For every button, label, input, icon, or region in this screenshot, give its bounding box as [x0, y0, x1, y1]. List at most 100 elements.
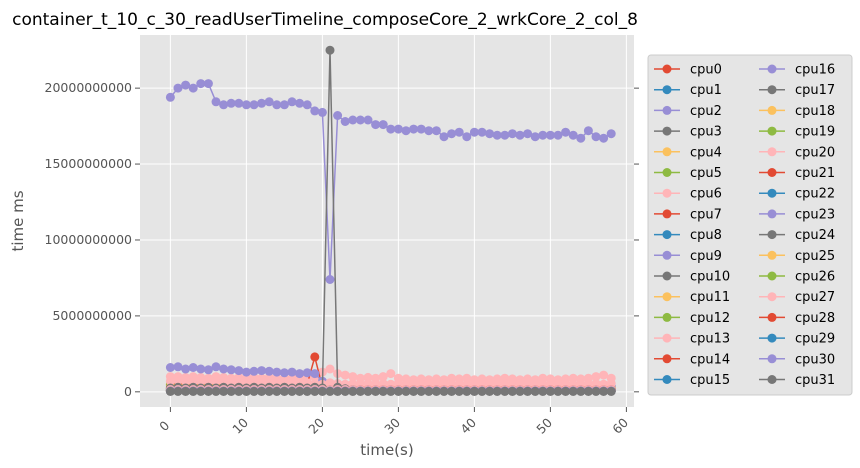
data-point: [424, 386, 434, 396]
legend-item-cpu22: cpu22: [759, 187, 835, 202]
y-tick-label: 5000000000: [52, 308, 132, 323]
legend-swatch-marker: [662, 375, 672, 384]
data-point: [416, 124, 426, 134]
data-point: [591, 386, 601, 396]
legend-swatch-marker: [662, 147, 672, 157]
data-point: [211, 362, 221, 372]
legend-label: cpu5: [690, 166, 722, 181]
legend-item-cpu9: cpu9: [654, 249, 722, 264]
y-axis-label: time ms: [9, 190, 27, 251]
data-point: [219, 386, 229, 396]
legend: cpu0 cpu1 cpu2 cpu3 cpu4 cpu5 cpu6 cpu7 cpu8 cpu9…: [647, 54, 853, 396]
data-point: [561, 127, 571, 137]
x-tick-label: 10: [229, 415, 251, 437]
data-point: [348, 386, 358, 396]
legend-label: cpu0: [690, 63, 722, 78]
data-point: [378, 120, 388, 130]
x-axis: 0 10 20 30 40 50 60: [156, 407, 631, 437]
legend-swatch-marker: [662, 292, 672, 302]
legend-item-cpu15: cpu15: [654, 373, 730, 388]
data-point: [477, 127, 487, 137]
data-point: [325, 386, 335, 396]
legend-swatch-marker: [767, 375, 777, 384]
data-point: [568, 130, 578, 140]
data-point: [599, 386, 609, 396]
data-point: [226, 98, 236, 108]
legend-item-cpu14: cpu14: [654, 352, 730, 367]
data-point: [454, 386, 464, 396]
data-point: [416, 386, 426, 396]
legend-label: cpu19: [795, 125, 835, 140]
data-point: [249, 386, 259, 396]
data-point: [196, 79, 206, 89]
data-point: [500, 130, 510, 140]
data-point: [409, 124, 419, 134]
legend-label: cpu22: [795, 187, 835, 202]
data-point: [340, 117, 350, 126]
data-point: [241, 367, 251, 377]
data-point: [348, 372, 358, 382]
data-point: [287, 97, 297, 107]
y-axis: 0 5000000000 10000000000 15000000000 2000000…: [45, 80, 140, 399]
data-point: [386, 386, 396, 396]
legend-item-cpu0: cpu0: [654, 63, 722, 78]
x-tick-label: 40: [457, 415, 479, 437]
data-point: [500, 386, 510, 396]
data-point: [371, 120, 381, 130]
data-point: [325, 275, 335, 284]
legend-label: cpu29: [795, 332, 835, 347]
data-point: [226, 365, 236, 375]
data-point: [492, 130, 502, 140]
legend-label: cpu31: [795, 373, 835, 388]
data-point: [523, 129, 533, 139]
data-point: [181, 376, 191, 386]
legend-label: cpu17: [795, 83, 835, 98]
legend-label: cpu13: [690, 332, 730, 347]
data-point: [492, 386, 502, 396]
legend-item-cpu2: cpu2: [654, 104, 722, 119]
data-point: [576, 133, 586, 143]
legend-label: cpu11: [690, 290, 730, 305]
legend-label: cpu20: [795, 145, 835, 160]
data-point: [439, 386, 449, 396]
data-point: [378, 372, 388, 382]
data-point: [485, 386, 495, 396]
legend-item-cpu29: cpu29: [759, 332, 835, 347]
legend-swatch-marker: [767, 354, 777, 364]
legend-item-cpu6: cpu6: [654, 187, 722, 202]
legend-swatch-marker: [767, 333, 777, 343]
data-point: [234, 98, 244, 108]
data-point: [188, 83, 198, 93]
data-point: [310, 106, 320, 116]
data-point: [599, 370, 609, 380]
data-point: [295, 369, 305, 379]
data-point: [393, 124, 403, 134]
legend-item-cpu25: cpu25: [759, 249, 835, 264]
data-point: [545, 386, 555, 396]
data-point: [363, 115, 373, 125]
legend-swatch-marker: [767, 85, 777, 95]
legend-item-cpu10: cpu10: [654, 270, 730, 285]
legend-label: cpu9: [690, 249, 722, 264]
data-point: [606, 386, 616, 396]
legend-swatch-marker: [662, 250, 672, 260]
data-point: [264, 366, 274, 376]
legend-label: cpu3: [690, 125, 722, 140]
series-cpu31: [165, 386, 616, 396]
data-point: [507, 129, 517, 139]
data-point: [523, 386, 533, 396]
data-point: [196, 386, 206, 396]
x-tick-label: 20: [305, 415, 327, 437]
legend-label: cpu12: [690, 311, 730, 326]
data-point: [553, 386, 563, 396]
data-point: [386, 124, 396, 134]
data-point: [553, 130, 563, 140]
legend-swatch-marker: [662, 312, 672, 322]
data-point: [462, 386, 472, 396]
legend-label: cpu7: [690, 207, 722, 222]
data-point: [401, 126, 411, 136]
plot-area: [140, 35, 634, 407]
data-point: [599, 133, 609, 143]
series-layer: [165, 45, 616, 396]
data-point: [530, 132, 540, 142]
